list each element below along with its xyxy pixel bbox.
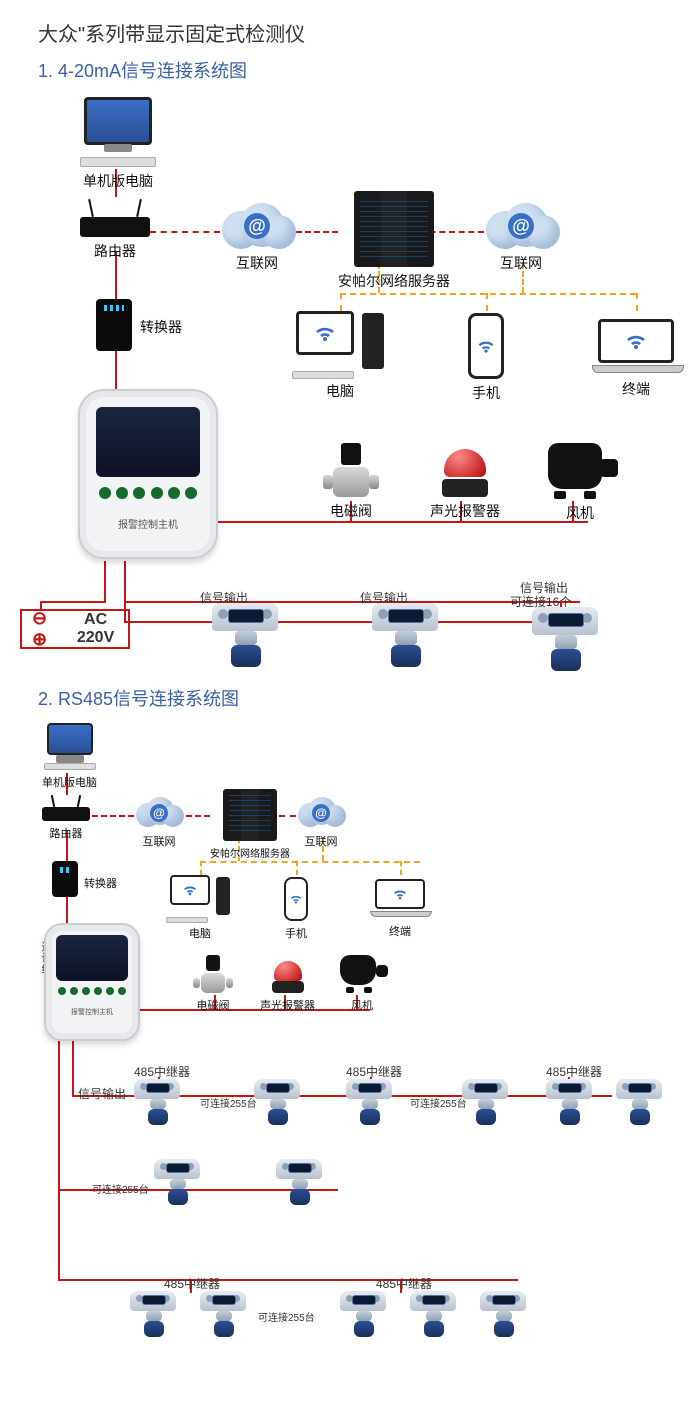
node-computer: 电脑 (296, 311, 384, 401)
node2-server: 安帕尔网络服务器 (210, 789, 290, 860)
label-pc-single: 单机版电脑 (80, 171, 156, 191)
node2-converter (52, 861, 78, 897)
label-repeater-3: 485中继器 (546, 1063, 602, 1080)
label2-router: 路由器 (42, 825, 90, 841)
subtitle-1: 1. 4-20mA信号连接系统图 (0, 53, 700, 91)
label2-server: 安帕尔网络服务器 (210, 845, 290, 860)
node2-det-r1-1 (134, 1079, 182, 1125)
node2-valve: 电磁阀 (196, 955, 230, 1013)
node2-det-r1-4 (462, 1079, 510, 1125)
node-cloud-1: @ 互联网 (220, 203, 294, 273)
label-repeater-1: 485中继器 (134, 1063, 190, 1080)
wifi-icon (392, 886, 408, 902)
label-terminal: 终端 (592, 379, 680, 399)
node2-cloud-1: @ 互联网 (134, 797, 184, 849)
node-detector-3 (532, 607, 600, 671)
diagram-rs485: 单机版电脑 路由器 @ 互联网 安帕尔网络服务器 @ 互联网 转换器 电脑 手机 (0, 719, 700, 1379)
node2-panel: 报警控制主机 (44, 923, 140, 1041)
subtitle-2: 2. RS485信号连接系统图 (0, 681, 700, 719)
node-phone: 手机 (468, 313, 504, 403)
main-title: 大众"系列带显示固定式检测仪 (0, 0, 700, 53)
label-c255-1: 可连接255台 (200, 1095, 257, 1110)
node-server: 安帕尔网络服务器 (338, 191, 450, 291)
node2-det-r3-5 (480, 1291, 528, 1337)
label-fan: 风机 (548, 503, 612, 523)
label-computer: 电脑 (296, 381, 384, 401)
label-ac: AC 220V (63, 611, 128, 647)
label-repeater-4: 485中继器 (164, 1275, 220, 1292)
label2-sigout: 信号输出 (78, 1085, 126, 1102)
node-valve: 电磁阀 (326, 443, 376, 521)
label-router: 路由器 (80, 241, 150, 261)
label2-alarm: 声光报警器 (260, 997, 315, 1013)
panel2-text: 报警控制主机 (46, 1007, 138, 1017)
label2-pc-single: 单机版电脑 (42, 774, 97, 790)
node-panel: 报警控制主机 (78, 389, 218, 559)
label-alarm: 声光报警器 (430, 501, 500, 521)
label-server: 安帕尔网络服务器 (338, 271, 450, 291)
node2-det-r1-2 (254, 1079, 302, 1125)
node-ac: ⊖ ⊕AC 220V (20, 609, 130, 649)
label2-fan: 风机 (340, 997, 384, 1013)
node2-det-r3-1 (130, 1291, 178, 1337)
node2-det-r3-3 (340, 1291, 388, 1337)
label-internet-2: 互联网 (484, 253, 558, 273)
wifi-icon (624, 329, 648, 353)
label-phone: 手机 (468, 383, 504, 403)
label2-internet-1: 互联网 (134, 833, 184, 849)
label-converter: 转换器 (140, 317, 182, 337)
label-c255-3: 可连接255台 (92, 1181, 149, 1196)
label2-terminal: 终端 (370, 923, 430, 939)
node2-det-r2-1 (154, 1159, 202, 1205)
node-fan: 风机 (548, 443, 612, 523)
node-pc-single: 单机版电脑 (80, 97, 156, 191)
wifi-icon (313, 321, 337, 345)
node-detector-1 (212, 603, 280, 667)
node-router: 路由器 (80, 199, 150, 261)
label-internet-1: 互联网 (220, 253, 294, 273)
node2-det-r1-6 (616, 1079, 664, 1125)
wifi-icon (476, 336, 496, 356)
node-converter (96, 299, 132, 351)
node-detector-2 (372, 603, 440, 667)
node2-det-r3-4 (410, 1291, 458, 1337)
node2-det-r1-5 (546, 1079, 594, 1125)
node2-phone: 手机 (284, 877, 308, 941)
node2-det-r3-2 (200, 1291, 248, 1337)
label-valve: 电磁阀 (326, 501, 376, 521)
label2-phone: 手机 (284, 925, 308, 941)
node2-router: 路由器 (42, 795, 90, 841)
panel-text: 报警控制主机 (80, 516, 216, 531)
node2-terminal: 终端 (370, 879, 430, 939)
label-c255-4: 可连接255台 (258, 1309, 315, 1324)
node2-cloud-2: @ 互联网 (296, 797, 346, 849)
node2-computer: 电脑 (170, 875, 230, 941)
node2-fan: 风机 (340, 955, 384, 1013)
label-c255-2: 可连接255台 (410, 1095, 467, 1110)
node-cloud-2: @ 互联网 (484, 203, 558, 273)
node2-alarm: 声光报警器 (260, 957, 315, 1013)
node-alarm: 声光报警器 (430, 445, 500, 521)
label2-computer: 电脑 (170, 925, 230, 941)
label2-valve: 电磁阀 (196, 997, 230, 1013)
label2-internet-2: 互联网 (296, 833, 346, 849)
node2-pc-single: 单机版电脑 (42, 723, 97, 790)
node-terminal: 终端 (592, 319, 680, 399)
node2-det-r2-2 (276, 1159, 324, 1205)
label-repeater-2: 485中继器 (346, 1063, 402, 1080)
label-repeater-5: 485中继器 (376, 1275, 432, 1292)
node2-det-r1-3 (346, 1079, 394, 1125)
diagram-4-20ma: 单机版电脑 路由器 @ 互联网 安帕尔网络服务器 @ 互联网 转换器 通讯线 (0, 91, 700, 681)
wifi-icon (182, 882, 198, 898)
wifi-icon (289, 892, 303, 906)
label2-converter: 转换器 (84, 875, 117, 891)
